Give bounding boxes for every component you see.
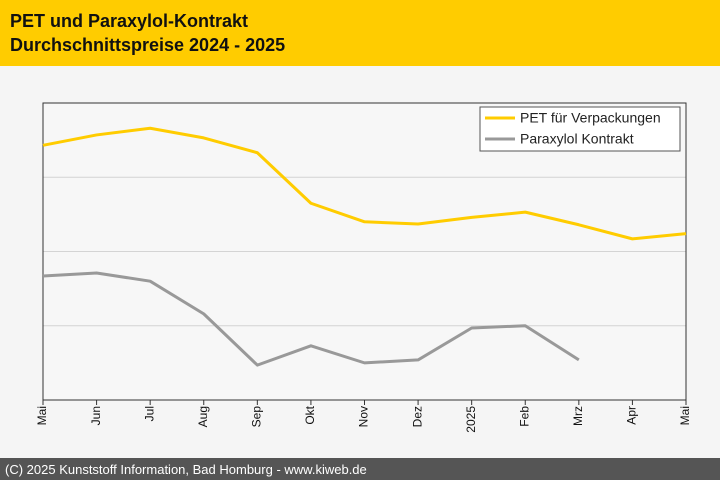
source: (C) 2025 Kunststoff Information, Bad Hom… (5, 462, 367, 477)
x-tick-label: Mrz (571, 406, 585, 426)
x-tick-label: Nov (357, 406, 371, 427)
legend-label: PET für Verpackungen (520, 110, 661, 126)
x-tick-label: Feb (517, 406, 531, 427)
data-line (42, 126, 687, 241)
header (0, 0, 720, 66)
x-tick-label: Aug (196, 406, 210, 427)
footer (0, 458, 720, 480)
x-tick-label: Sep (250, 406, 264, 428)
x-tick-label: Mai (678, 406, 692, 425)
x-tick-label: Jun (89, 406, 103, 425)
x-tick-label: 2025 (464, 406, 478, 433)
legend-label: Paraxylol Kontrakt (520, 131, 634, 147)
data-line (42, 271, 580, 367)
legend-box (479, 106, 681, 152)
x-tick-label: Jul (142, 406, 156, 421)
x-tick-label: Okt (303, 405, 317, 424)
x-tick-label: Dez (410, 406, 424, 427)
x-tick-label: Mai (35, 406, 49, 425)
x-tick-label: Apr (625, 406, 639, 425)
chart-title: PET und Paraxylol-Kontrakt (10, 11, 248, 31)
chart-subtitle: Durchschnittspreise 2024 - 2025 (10, 35, 285, 55)
